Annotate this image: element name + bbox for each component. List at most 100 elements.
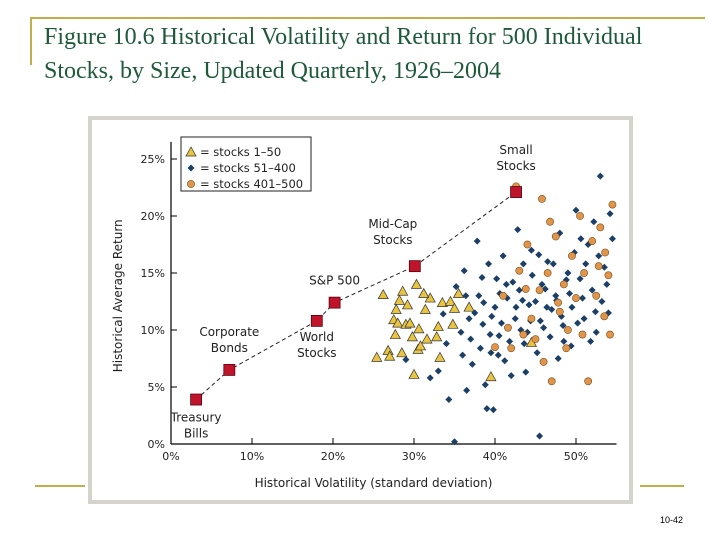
diamond-point bbox=[519, 260, 527, 268]
legend-box bbox=[180, 136, 312, 192]
y-tick-label: 10% bbox=[141, 324, 165, 337]
diamond-point bbox=[520, 340, 528, 348]
triangle-point bbox=[377, 288, 389, 300]
diamond-point bbox=[598, 298, 606, 305]
triangle-point bbox=[408, 368, 420, 379]
x-tick-label: 10% bbox=[240, 450, 264, 463]
diamond-point bbox=[473, 237, 481, 245]
triangle-point bbox=[485, 371, 497, 382]
circle-point bbox=[539, 358, 548, 366]
portfolio-marker bbox=[310, 314, 323, 327]
bottom-accent-line-right bbox=[640, 485, 684, 487]
circle-point bbox=[504, 323, 512, 332]
diamond-point bbox=[517, 326, 525, 334]
circle-point bbox=[601, 248, 610, 257]
diamond-point bbox=[535, 251, 543, 259]
diamond-point bbox=[541, 285, 549, 293]
circle-point bbox=[535, 286, 544, 294]
diamond-point bbox=[479, 320, 487, 328]
portfolio-label: Stocks bbox=[297, 346, 336, 360]
diamond-point bbox=[591, 308, 599, 316]
triangle-point bbox=[401, 299, 414, 310]
circle-point bbox=[531, 335, 540, 344]
triangle-point bbox=[434, 351, 446, 362]
legend-label: = stocks 401–500 bbox=[200, 177, 303, 191]
diamond-point bbox=[497, 319, 505, 327]
circle-point bbox=[563, 326, 572, 334]
legend-label: = stocks 1–50 bbox=[200, 145, 281, 159]
triangle-point bbox=[436, 296, 448, 307]
diamond-point bbox=[576, 275, 584, 283]
diamond-point bbox=[515, 286, 523, 294]
diamond-point bbox=[592, 328, 600, 336]
diamond-point bbox=[596, 172, 604, 180]
triangle-point bbox=[447, 318, 459, 329]
circle-point bbox=[523, 240, 532, 249]
circle-point bbox=[600, 312, 609, 321]
triangle-point bbox=[392, 317, 404, 328]
portfolio-label: Bills bbox=[184, 427, 209, 441]
x-axis-label: Historical Volatility (standard deviatio… bbox=[255, 476, 493, 490]
triangle-point bbox=[444, 295, 457, 306]
diamond-point bbox=[502, 280, 510, 288]
y-tick-label: 20% bbox=[141, 210, 165, 223]
diamond-point bbox=[445, 396, 453, 404]
circle-point bbox=[604, 271, 613, 280]
diamond-point bbox=[476, 344, 484, 352]
diamond-point bbox=[487, 349, 495, 357]
diamond-point bbox=[567, 342, 575, 350]
circle-point bbox=[491, 343, 499, 351]
diamond-point bbox=[496, 290, 504, 298]
circle-point bbox=[568, 251, 576, 260]
top-accent-line bbox=[30, 17, 705, 19]
y-tick-label: 0% bbox=[148, 438, 165, 451]
diamond-point bbox=[514, 226, 522, 234]
x-tick-label: 40% bbox=[483, 450, 507, 463]
diamond-point bbox=[452, 283, 460, 291]
diamond-point bbox=[603, 280, 611, 288]
circle-point bbox=[543, 269, 552, 277]
diamond-point bbox=[554, 355, 562, 362]
diamond-point bbox=[568, 303, 576, 311]
slide-title: Figure 10.6 Historical Volatility and Re… bbox=[44, 24, 643, 84]
diamond-point bbox=[600, 263, 608, 271]
x-tick-label: 30% bbox=[402, 450, 426, 463]
diamond-point bbox=[495, 332, 503, 340]
diamond-point bbox=[608, 235, 616, 243]
circle-point bbox=[538, 195, 546, 203]
diamond-point bbox=[463, 386, 471, 394]
legend bbox=[180, 136, 312, 192]
diamond-point bbox=[507, 372, 515, 380]
triangle-point bbox=[382, 344, 394, 355]
legend-label: = stocks 51–400 bbox=[200, 161, 296, 175]
diamond-point bbox=[493, 275, 501, 283]
portfolio-label: Bonds bbox=[211, 341, 248, 355]
triangle-point bbox=[421, 333, 433, 344]
diamond-point bbox=[549, 260, 557, 268]
diamond-point bbox=[489, 406, 497, 414]
legend-triangle-icon bbox=[185, 146, 197, 157]
diamond-point bbox=[544, 258, 552, 266]
diamond-point bbox=[462, 292, 470, 300]
diamond-point bbox=[566, 290, 574, 298]
circle-point bbox=[588, 237, 597, 245]
triangle-point bbox=[410, 278, 423, 289]
diamond-point bbox=[426, 374, 434, 382]
diamond-point bbox=[439, 310, 447, 318]
diamond-point bbox=[460, 267, 468, 275]
diamond-point bbox=[486, 331, 494, 339]
portfolio-label: World bbox=[300, 330, 334, 344]
legend-circle-icon bbox=[187, 180, 195, 188]
portfolio-label: S&P 500 bbox=[309, 274, 360, 288]
circle-point bbox=[596, 223, 605, 232]
legend-diamond-icon bbox=[187, 164, 195, 172]
portfolio-marker bbox=[223, 363, 236, 376]
diamond-point bbox=[580, 315, 588, 323]
triangle-point bbox=[414, 340, 427, 351]
diamond-point bbox=[467, 335, 475, 343]
diamond-point bbox=[434, 367, 442, 375]
diamond-point bbox=[491, 303, 499, 311]
portfolio-label: Small bbox=[499, 143, 532, 157]
diamond-point bbox=[485, 260, 493, 268]
diamond-point bbox=[584, 241, 592, 248]
